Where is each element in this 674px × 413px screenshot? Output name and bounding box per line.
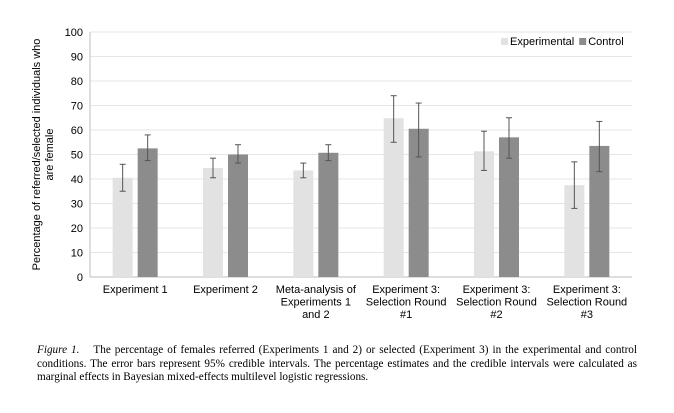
x-category-label-3-line-1: Meta-analysis of: [276, 284, 357, 296]
x-category-label-1-line-1: Experiment 1: [103, 284, 168, 296]
axes: [89, 32, 632, 278]
x-category-label-2: Experiment 2: [193, 284, 258, 296]
figure-caption: Figure 1. The percentage of females refer…: [37, 344, 637, 385]
y-tick-label-80: 80: [71, 76, 83, 88]
bar-experimental-2: [203, 167, 223, 277]
bar-control-3: [318, 152, 339, 277]
bars: [112, 118, 610, 278]
y-tick-label-60: 60: [71, 125, 83, 137]
x-category-label-4-line-2: Selection Round: [366, 297, 447, 309]
x-category-label-1: Experiment 1: [103, 284, 168, 296]
x-category-label-3-line-2: Experiments 1: [281, 297, 351, 309]
bar-control-2: [228, 154, 248, 277]
legend: Experimental Control: [501, 36, 624, 48]
bar-experimental-1: [112, 177, 133, 277]
bar-experimental-3: [293, 170, 314, 277]
bar-experimental-4: [383, 118, 404, 278]
x-category-label-3-line-3: and 2: [302, 309, 330, 321]
chart-svg: 0 10 20 30 40 50 60 70 80 90 100 Percentage of refe…: [31, 27, 632, 321]
legend-label-experimental: Experimental: [510, 36, 574, 48]
gridlines: [90, 31, 632, 253]
legend-swatch-control: [579, 38, 587, 45]
bar-experimental-6: [564, 185, 585, 277]
y-tick-label-30: 30: [71, 199, 83, 211]
bar-control-6: [589, 145, 610, 277]
y-axis-label: Percentage of referred/selected individu…: [31, 39, 56, 271]
y-tick-label-100: 100: [65, 27, 83, 39]
bar-control-4: [408, 128, 429, 277]
y-tick-label-20: 20: [71, 223, 83, 235]
y-tick-label-0: 0: [77, 272, 83, 284]
bar-experimental-5: [474, 151, 494, 277]
x-category-label-4-line-3: #1: [400, 309, 412, 321]
y-tick-label-50: 50: [71, 150, 83, 162]
x-category-label-2-line-1: Experiment 2: [193, 284, 258, 296]
y-axis-label-line-2: are female: [44, 129, 56, 181]
x-category-label-5-line-1: Experiment 3:: [463, 284, 531, 296]
axis-labels: 0 10 20 30 40 50 60 70 80 90 100 Percentage of refe…: [31, 27, 627, 321]
legend-label-control: Control: [588, 36, 623, 48]
figure-label: Figure 1.: [37, 344, 80, 356]
x-category-label-4-line-1: Experiment 3:: [372, 284, 440, 296]
x-category-label-6: Experiment 3: Selection Round #3: [546, 284, 627, 321]
x-category-label-3: Meta-analysis of Experiments 1 and 2: [276, 284, 357, 321]
x-category-label-5-line-2: Selection Round: [456, 297, 537, 309]
x-category-label-6-line-2: Selection Round: [546, 297, 627, 309]
bar-chart: 0 10 20 30 40 50 60 70 80 90 100 Percentage of refe…: [31, 27, 632, 321]
x-category-label-4: Experiment 3: Selection Round #1: [366, 284, 447, 321]
x-category-label-5: Experiment 3: Selection Round #2: [456, 284, 537, 321]
bar-control-1: [137, 148, 158, 277]
y-tick-label-10: 10: [71, 248, 83, 260]
y-axis-label-line-1: Percentage of referred/selected individu…: [31, 39, 43, 271]
x-category-label-6-line-3: #3: [581, 309, 593, 321]
y-tick-label-40: 40: [71, 174, 83, 186]
y-tick-label-90: 90: [71, 52, 83, 64]
x-category-label-6-line-1: Experiment 3:: [553, 284, 621, 296]
bar-control-5: [499, 137, 519, 277]
legend-swatch-experimental: [501, 38, 508, 45]
error-bars: [119, 95, 603, 209]
y-tick-label-70: 70: [71, 101, 83, 113]
x-category-label-5-line-3: #2: [490, 309, 502, 321]
caption-text: The percentage of females referred (Expe…: [37, 344, 637, 384]
